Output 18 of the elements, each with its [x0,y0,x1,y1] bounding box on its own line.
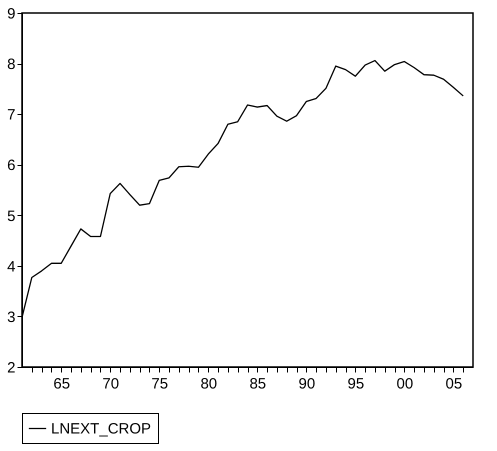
x-tick-label: 65 [53,376,70,392]
y-tick-label: 5 [7,208,16,225]
y-tick-label: 6 [7,157,16,174]
y-tick-label: 8 [7,56,16,74]
x-tick-label: 05 [446,376,462,392]
y-tick-label: 3 [7,308,16,326]
x-tick-label: 70 [102,376,120,392]
y-tick-label: 2 [7,360,16,376]
y-tick-label: 4 [7,258,16,276]
x-tick-label: 80 [200,376,218,392]
x-tick-label: 85 [249,376,266,392]
y-tick-label: 7 [7,106,16,124]
x-tick-label: 00 [396,376,414,392]
x-tick-label: 95 [348,376,364,392]
x-tick-label: 75 [151,376,168,392]
legend-label: LNEXT_CROP [51,420,152,438]
y-tick-label: 9 [7,6,16,22]
x-tick-label: 90 [298,376,316,392]
